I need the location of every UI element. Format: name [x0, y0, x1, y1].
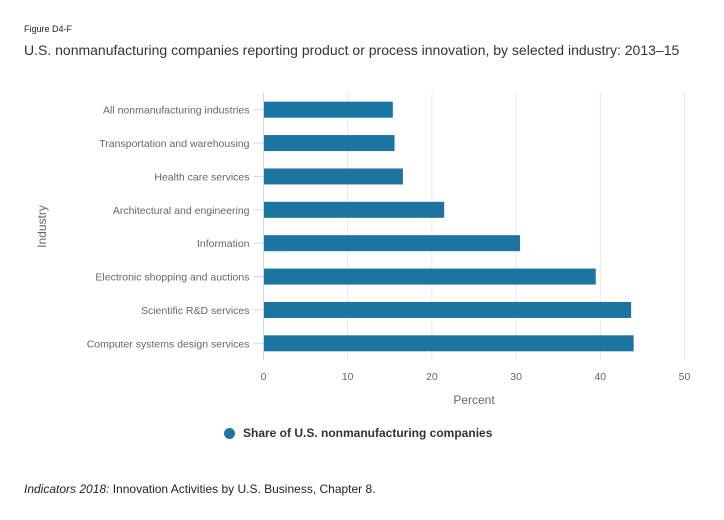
- figure-label: Figure D4-F: [24, 24, 73, 34]
- bar[interactable]: [264, 135, 395, 152]
- x-axis: 0 10 20 30 40 50: [261, 371, 691, 383]
- bar[interactable]: [264, 335, 634, 352]
- source-italic: Indicators 2018:: [24, 482, 110, 496]
- legend-marker-icon: [224, 427, 235, 439]
- bar[interactable]: [264, 301, 632, 318]
- x-axis-title: Percent: [453, 393, 495, 407]
- legend[interactable]: Share of U.S. nonmanufacturing companies: [224, 426, 492, 440]
- y-tick-label: Architectural and engineering: [113, 205, 250, 217]
- y-axis: All nonmanufacturing industries Transport…: [87, 93, 264, 360]
- bar[interactable]: [264, 268, 596, 285]
- bar[interactable]: [264, 168, 403, 185]
- x-tick-label: 50: [679, 371, 691, 383]
- y-tick-label: Electronic shopping and auctions: [95, 272, 249, 284]
- x-tick-label: 40: [594, 371, 606, 383]
- x-tick-label: 20: [426, 371, 438, 383]
- chart-title: U.S. nonmanufacturing companies reportin…: [24, 42, 680, 58]
- x-tick-label: 30: [510, 371, 522, 383]
- y-tick-label: Health care services: [154, 171, 249, 183]
- y-tick-label: Scientific R&D services: [141, 305, 250, 317]
- bars: [264, 101, 634, 352]
- x-tick-label: 0: [261, 371, 267, 383]
- bar-chart: All nonmanufacturing industries Transport…: [35, 93, 691, 407]
- y-tick-label: Transportation and warehousing: [99, 138, 249, 150]
- bar[interactable]: [264, 101, 393, 118]
- source-note: Indicators 2018: Innovation Activities b…: [24, 482, 376, 496]
- source-text: Innovation Activities by U.S. Business, …: [109, 482, 376, 496]
- gridlines: [347, 93, 685, 360]
- legend-label: Share of U.S. nonmanufacturing companies: [243, 426, 493, 440]
- bar[interactable]: [264, 201, 445, 218]
- x-tick-label: 10: [342, 371, 354, 383]
- y-tick-label: All nonmanufacturing industries: [103, 105, 250, 117]
- y-tick-label: Information: [197, 238, 250, 250]
- y-tick-label: Computer systems design services: [87, 338, 250, 350]
- bar[interactable]: [264, 235, 520, 252]
- y-axis-title: Industry: [35, 205, 49, 248]
